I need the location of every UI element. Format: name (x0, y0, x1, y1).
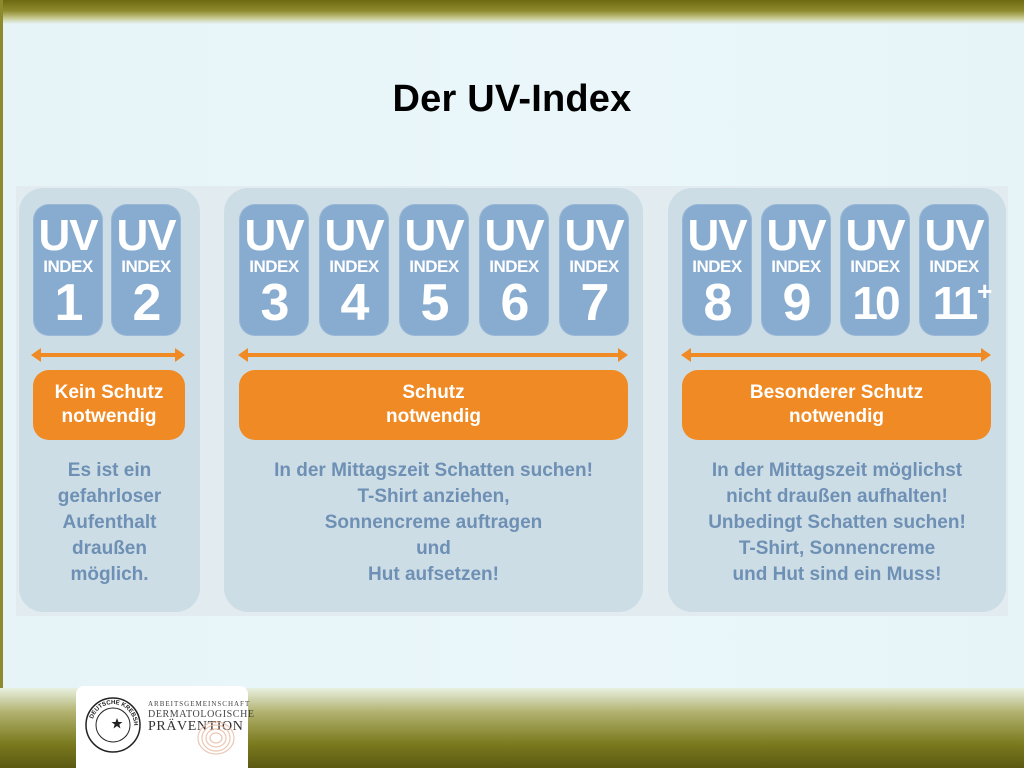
description-line: T-Shirt anziehen, (357, 486, 510, 507)
tile-index-label: INDEX (409, 257, 459, 276)
description-line: Aufenthalt (62, 512, 157, 533)
badge-line: Besonderer Schutz (749, 382, 924, 403)
badge-line: notwendig (386, 406, 481, 427)
protection-badge: Besonderer Schutz notwendig (682, 370, 991, 440)
protection-description: Es ist ein gefahrloser Aufenthalt drauße… (19, 458, 200, 588)
organization-logo: DEUTSCHE KREBSHILFE ARBEITSGEMEINSCHAFT … (76, 686, 254, 768)
description-line: Hut aufsetzen! (368, 564, 499, 585)
tile-uv-text: UV (404, 211, 464, 260)
uv-index-tile: UV INDEX 8 (682, 204, 752, 336)
description-line: möglich. (70, 564, 149, 585)
krebshilfe-seal-icon: DEUTSCHE KREBSHILFE (84, 696, 141, 753)
tile-uv-text: UV (38, 211, 98, 260)
logo-text-line: ARBEITSGEMEINSCHAFT (148, 700, 251, 708)
description-line: und (416, 538, 451, 559)
tile-uv-text: UV (687, 211, 747, 260)
tile-uv-text: UV (244, 211, 304, 260)
uv-index-tile: UV INDEX 1 (33, 204, 103, 336)
description-line: nicht draußen aufhalten! (726, 486, 948, 507)
tile-uv-text: UV (564, 211, 624, 260)
tile-uv-text: UV (924, 211, 984, 260)
tile-index-number: 3 (260, 274, 290, 332)
description-line: Sonnencreme auftragen (324, 512, 543, 533)
tile-index-number: 11 + (932, 276, 993, 330)
uv-tiles: UV INDEX 1 UV INDEX 2 (33, 204, 181, 336)
tile-uv-text: UV (116, 211, 176, 260)
uv-index-tile: UV INDEX 6 (479, 204, 549, 336)
tile-index-label: INDEX (692, 257, 742, 276)
tile-index-number: 6 (500, 274, 530, 332)
tile-index-number: 4 (340, 274, 370, 332)
uv-index-tile: UV INDEX 2 (111, 204, 181, 336)
left-decorative-rule (0, 0, 3, 768)
tile-index-number: 5 (420, 274, 450, 332)
uv-tiles: UV INDEX 8 UV INDEX 9 UV INDEX 10 UV IND… (682, 204, 993, 336)
badge-line: Schutz (402, 382, 465, 403)
description-line: gefahrloser (57, 486, 162, 507)
tile-index-label: INDEX (771, 257, 821, 276)
tile-index-label: INDEX (850, 257, 900, 276)
slide-title: Der UV-Index (392, 78, 632, 120)
tile-index-label: INDEX (121, 257, 171, 276)
tile-index-label: INDEX (329, 257, 379, 276)
description-line: In der Mittagszeit Schatten suchen! (274, 460, 593, 481)
badge-line: notwendig (789, 406, 884, 427)
protection-description: In der Mittagszeit Schatten suchen! T-Sh… (224, 458, 643, 588)
tile-index-label: INDEX (569, 257, 619, 276)
description-line: T-Shirt, Sonnencreme (738, 538, 936, 559)
range-arrow (681, 348, 991, 362)
tile-uv-text: UV (845, 211, 905, 260)
plus-superscript: + (977, 276, 992, 306)
tile-index-number: 9 (782, 274, 812, 332)
tile-index-label: INDEX (249, 257, 299, 276)
uv-group-low: UV INDEX 1 UV INDEX 2 Kein Schutz notwen… (19, 188, 200, 612)
uv-index-tile: UV INDEX 5 (399, 204, 469, 336)
tile-index-label: INDEX (929, 257, 979, 276)
uv-tiles: UV INDEX 3 UV INDEX 4 UV INDEX 5 UV INDE… (239, 204, 629, 336)
logo-text-line: DERMATOLOGISCHE (148, 709, 255, 720)
uv-index-tile: UV INDEX 9 (761, 204, 831, 336)
badge-line: Kein Schutz (54, 382, 164, 403)
protection-badge: Schutz notwendig (239, 370, 628, 440)
uv-index-tile: UV INDEX 10 (840, 204, 910, 336)
description-line: draußen (72, 538, 147, 559)
description-line: Es ist ein (67, 460, 152, 481)
tile-index-number: 7 (580, 274, 610, 332)
fingerprint-icon (197, 721, 235, 755)
uv-group-high: UV INDEX 8 UV INDEX 9 UV INDEX 10 UV IND… (668, 188, 1006, 612)
tile-index-label: INDEX (489, 257, 539, 276)
badge-line: notwendig (61, 406, 157, 427)
tile-index-number: 10 (852, 277, 900, 329)
tile-index-number: 2 (132, 274, 162, 332)
range-arrow (238, 348, 628, 362)
uv-group-moderate: UV INDEX 3 UV INDEX 4 UV INDEX 5 UV INDE… (224, 188, 643, 612)
tile-number-text: 11 (932, 277, 979, 329)
tile-uv-text: UV (484, 211, 544, 260)
tile-index-number: 8 (703, 274, 733, 332)
uv-index-tile: UV INDEX 11 + (919, 204, 993, 336)
uv-index-tile: UV INDEX 7 (559, 204, 629, 336)
range-arrow (31, 348, 185, 362)
tile-uv-text: UV (324, 211, 384, 260)
protection-description: In der Mittagszeit möglichst nicht drauß… (668, 458, 1006, 588)
top-decorative-band (0, 0, 1024, 24)
tile-uv-text: UV (766, 211, 826, 260)
tile-index-number: 1 (54, 274, 84, 332)
uv-index-tile: UV INDEX 3 (239, 204, 309, 336)
tile-index-label: INDEX (43, 257, 93, 276)
protection-badge: Kein Schutz notwendig (33, 370, 185, 440)
description-line: In der Mittagszeit möglichst (711, 460, 963, 481)
description-line: und Hut sind ein Muss! (732, 564, 942, 585)
description-line: Unbedingt Schatten suchen! (708, 512, 966, 533)
uv-index-tile: UV INDEX 4 (319, 204, 389, 336)
